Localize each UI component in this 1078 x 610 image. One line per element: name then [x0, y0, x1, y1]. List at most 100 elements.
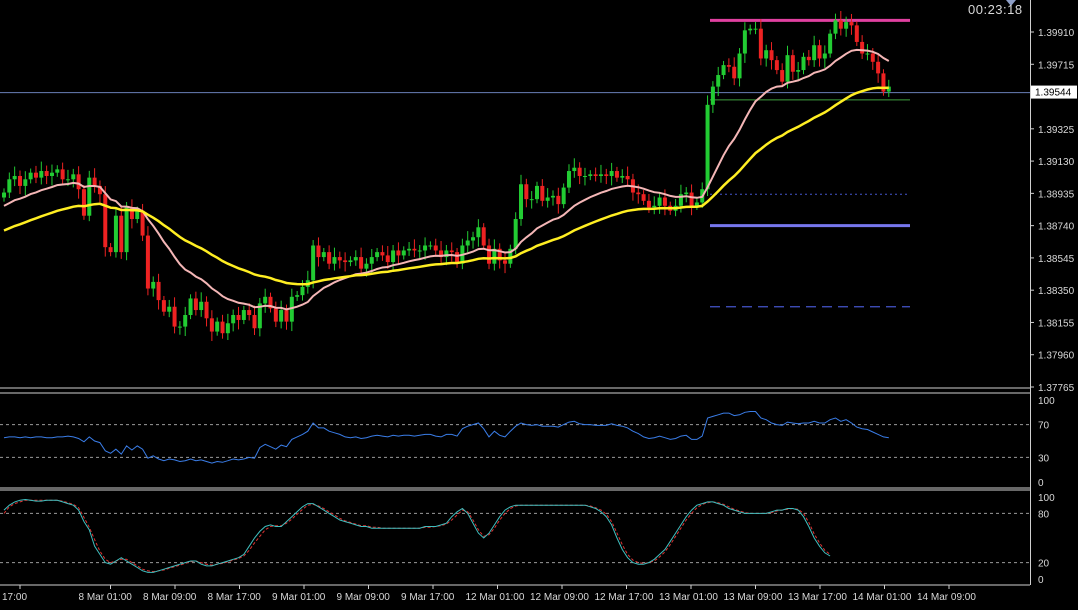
bull-candle — [742, 30, 747, 54]
bull-candle — [12, 175, 17, 180]
bear-candle — [33, 172, 38, 178]
bear-candle — [790, 55, 795, 72]
bear-candle — [503, 260, 508, 264]
scroll-marker-icon[interactable] — [1006, 0, 1016, 6]
bear-candle — [268, 296, 273, 309]
bull-candle — [785, 55, 790, 82]
bull-candle — [678, 194, 683, 206]
bull-candle — [55, 169, 60, 173]
bear-candle — [876, 61, 881, 74]
bear-candle — [385, 255, 390, 263]
bear-candle — [247, 310, 252, 316]
bull-candle — [279, 310, 284, 322]
bull-candle — [87, 177, 92, 216]
rsi-line — [3, 411, 889, 464]
bull-candle — [886, 86, 891, 92]
bull-candle — [737, 53, 742, 79]
time-tick-label: 14 Mar 01:00 — [853, 592, 912, 603]
time-tick-label: 13 Mar 09:00 — [724, 592, 783, 603]
bear-candle — [758, 28, 763, 59]
bull-candle — [801, 56, 806, 71]
bear-candle — [646, 200, 651, 208]
bear-candle — [337, 257, 342, 261]
time-tick-label: 13 Mar 01:00 — [659, 592, 718, 603]
bear-candle — [604, 174, 609, 176]
bull-candle — [231, 315, 236, 324]
bear-candle — [119, 215, 124, 253]
price-tick-label: 1.39715 — [1038, 60, 1075, 71]
bull-candle — [620, 175, 625, 178]
bull-candle — [295, 295, 300, 297]
rsi-level-label: 100 — [1038, 396, 1055, 407]
price-tick-label: 1.38350 — [1038, 286, 1075, 297]
bull-candle — [657, 197, 662, 206]
bull-candle — [428, 245, 433, 247]
bull-candle — [124, 207, 129, 253]
bull-candle — [822, 53, 827, 59]
bull-candle — [716, 75, 721, 87]
bull-candle — [796, 70, 801, 72]
bull-candle — [519, 184, 524, 220]
bear-candle — [774, 60, 779, 71]
rsi-level-label: 30 — [1038, 453, 1050, 464]
bull-candle — [311, 245, 316, 281]
time-tick-label: 8 Mar 17:00 — [208, 592, 262, 603]
bear-candle — [870, 53, 875, 62]
bear-candle — [849, 22, 854, 26]
bear-candle — [625, 175, 630, 180]
bear-candle — [593, 174, 598, 176]
bull-candle — [188, 298, 193, 316]
bull-candle — [492, 248, 497, 264]
bear-candle — [60, 169, 65, 180]
bull-candle — [566, 171, 571, 188]
bull-candle — [721, 65, 726, 76]
time-tick-label: 12 Mar 01:00 — [466, 592, 525, 603]
moving-average-slow — [3, 86, 889, 286]
time-tick-label: 13 Mar 17:00 — [788, 592, 847, 603]
bear-candle — [881, 73, 886, 92]
bear-candle — [359, 257, 364, 269]
bull-candle — [828, 33, 833, 54]
bull-candle — [694, 202, 699, 206]
bull-candle — [364, 263, 369, 269]
bear-candle — [481, 227, 486, 246]
bull-candle — [2, 192, 6, 198]
bear-candle — [455, 252, 460, 264]
bear-candle — [103, 194, 108, 248]
price-tick-label: 1.37960 — [1038, 351, 1075, 362]
bull-candle — [391, 250, 396, 263]
bull-candle — [833, 20, 838, 34]
bull-candle — [401, 250, 406, 256]
bear-candle — [838, 20, 843, 29]
bear-candle — [487, 245, 492, 264]
stochastic-panel — [0, 498, 1030, 573]
bull-candle — [300, 286, 305, 296]
bull-candle — [598, 174, 603, 176]
bull-candle — [561, 187, 566, 205]
bear-candle — [327, 252, 332, 264]
bear-candle — [732, 66, 737, 79]
bull-candle — [652, 205, 657, 208]
bull-candle — [710, 86, 715, 105]
bull-candle — [177, 326, 182, 328]
bull-candle — [812, 45, 817, 61]
time-tick-label: 12 Mar 17:00 — [595, 592, 654, 603]
bear-candle — [524, 184, 529, 200]
bear-candle — [662, 197, 667, 206]
rsi-panel — [0, 411, 1030, 464]
stoch-signal-line — [3, 499, 831, 573]
bull-candle — [113, 215, 118, 253]
moving-average-fast — [3, 48, 890, 311]
bull-candle — [263, 296, 268, 304]
bear-candle — [854, 25, 859, 42]
bear-candle — [439, 250, 444, 258]
bull-candle — [705, 104, 710, 190]
time-tick-label: 9 Mar 17:00 — [401, 592, 455, 603]
bull-candle — [151, 281, 156, 289]
bear-candle — [817, 45, 822, 59]
bear-candle — [396, 250, 401, 256]
bear-candle — [614, 171, 619, 178]
bull-candle — [332, 257, 337, 264]
